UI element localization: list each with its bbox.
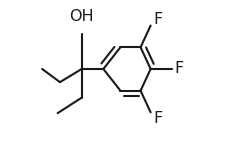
Text: F: F: [153, 111, 162, 126]
Text: OH: OH: [69, 9, 94, 24]
Text: F: F: [153, 12, 162, 27]
Text: F: F: [174, 62, 183, 76]
